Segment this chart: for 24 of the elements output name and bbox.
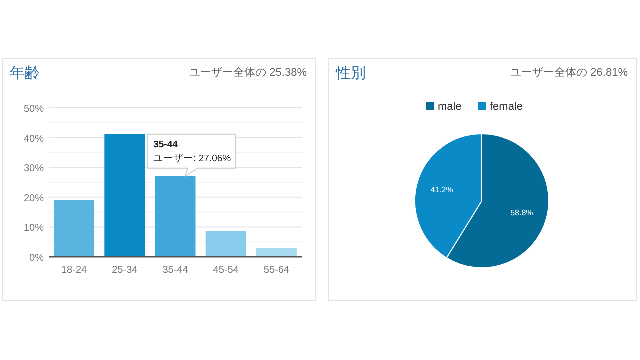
bar	[206, 231, 246, 257]
chart-subtitle: ユーザー全体の 26.81%	[510, 67, 628, 79]
y-tick-label: 30%	[24, 164, 44, 175]
x-tick-label: 45-54	[213, 265, 240, 276]
y-tick-label: 10%	[24, 223, 44, 234]
chart-title: 年齢	[10, 65, 40, 82]
data-label: 41.2%	[430, 186, 454, 195]
data-label: 58.8%	[510, 208, 534, 218]
y-tick-label: 50%	[24, 104, 44, 115]
bar	[104, 134, 146, 257]
chart-title: 性別	[335, 65, 366, 82]
x-tick-label: 18-24	[62, 265, 88, 276]
legend-label: female	[490, 101, 524, 113]
chart-subtitle: ユーザー全体の 25.38%	[190, 67, 308, 79]
x-tick-label: 35-44	[162, 265, 189, 276]
annotation: 35-44 ユーザー: 27.06%	[154, 139, 232, 164]
bar	[256, 248, 297, 257]
y-tick-label: 20%	[24, 193, 44, 204]
y-tick-label: 40%	[24, 134, 44, 145]
bar	[54, 200, 95, 257]
x-tick-label: 55-64	[264, 265, 290, 276]
y-tick-label: 0%	[30, 253, 44, 264]
x-tick-label: 25-34	[112, 265, 138, 276]
legend-label: male	[438, 101, 462, 113]
